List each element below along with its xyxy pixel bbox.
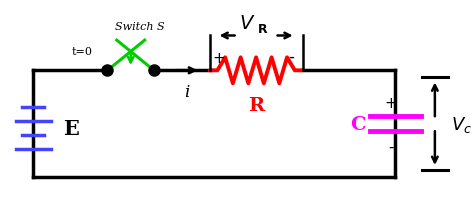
Text: $\mathit{V}_c$: $\mathit{V}_c$ — [451, 114, 472, 134]
Text: +: + — [384, 96, 397, 111]
Text: Switch S: Switch S — [115, 22, 165, 32]
Text: -: - — [388, 139, 393, 154]
Text: +: + — [212, 50, 225, 65]
Text: C: C — [350, 115, 366, 133]
Text: $\mathit{V}$: $\mathit{V}$ — [238, 14, 255, 33]
Text: -: - — [288, 47, 294, 65]
Text: t=0: t=0 — [72, 47, 92, 57]
Text: $\mathbf{R}$: $\mathbf{R}$ — [257, 23, 269, 36]
Text: i: i — [184, 84, 189, 101]
Text: E: E — [64, 119, 79, 139]
Text: R: R — [248, 96, 264, 114]
